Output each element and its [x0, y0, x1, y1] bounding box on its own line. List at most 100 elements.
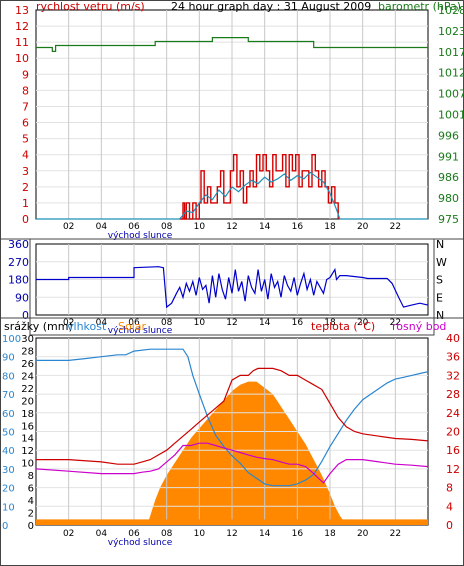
y-tick-label: 22 — [21, 384, 34, 395]
y-tick-label: 180 — [8, 274, 29, 287]
temperature-lines — [35, 348, 429, 487]
y-tick-label: 40 — [446, 332, 460, 345]
wind-direction-x-axis: 02 04 06 08 10 12 14 16 18 20 22 — [63, 318, 401, 328]
temperature-axis: 0 4 8 12 16 20 24 28 32 36 40 — [446, 332, 460, 532]
y-tick-label: 3 — [22, 165, 29, 178]
y-tick-label: 1007 — [438, 88, 464, 101]
wind-direction-panel-border — [29, 238, 435, 336]
y-tick-label: 80 — [2, 371, 15, 382]
series-line-smer-vetru — [36, 266, 429, 309]
x-tick-label: 20 — [357, 318, 369, 328]
legend-dewpoint: rosný bod — [392, 320, 446, 333]
y-tick-label: 20 — [2, 484, 15, 495]
x-tick-label: 04 — [96, 529, 108, 539]
barometer-axis: 975 980 986 991 996 1001 1007 1012 1017 1023 1028 — [438, 4, 464, 226]
series-line-teplota — [36, 367, 429, 465]
x-tick-label: 14 — [259, 529, 271, 539]
y-tick-label: 980 — [438, 192, 459, 205]
y-tick-label: 0 — [22, 213, 29, 226]
y-tick-label: 1028 — [438, 4, 464, 17]
y-tick-label: 90 — [2, 353, 15, 364]
y-tick-label: 16 — [446, 444, 460, 457]
y-tick-label: 7 — [22, 100, 29, 113]
y-tick-label: S — [436, 274, 443, 287]
series-line-rychlost-vetru — [179, 154, 339, 220]
series-bar-srazky — [36, 519, 428, 525]
x-tick-label: 18 — [324, 222, 336, 232]
y-tick-label: 360 — [8, 238, 29, 251]
x-tick-label: 08 — [161, 222, 173, 232]
x-tick-label: 12 — [226, 529, 237, 539]
y-tick-label: N — [436, 309, 444, 322]
y-tick-label: 986 — [438, 171, 459, 184]
y-tick-label: 6 — [28, 484, 34, 495]
legend-temperature: teplota (°C) — [311, 320, 375, 333]
y-tick-label: W — [436, 256, 447, 269]
x-tick-label: 22 — [390, 318, 401, 328]
y-tick-label: 70 — [2, 390, 15, 401]
legend-rain: srážky (mm) — [4, 320, 73, 333]
legend-solar: Solar — [118, 320, 147, 333]
y-tick-label: 975 — [438, 213, 459, 226]
y-tick-label: 5 — [22, 133, 29, 146]
y-tick-label: 270 — [8, 256, 29, 269]
y-tick-label: 40 — [2, 446, 15, 457]
y-tick-label: 18 — [21, 409, 34, 420]
x-tick-label: 22 — [390, 529, 401, 539]
y-tick-label: 11 — [15, 36, 29, 49]
x-tick-label: 10 — [194, 318, 206, 328]
series-line-vlhkost — [36, 348, 429, 487]
y-tick-label: 16 — [21, 421, 34, 432]
y-tick-label: 1001 — [438, 109, 464, 122]
y-tick-label: 2 — [22, 181, 29, 194]
y-tick-label: 2 — [28, 509, 34, 520]
x-tick-label: 10 — [194, 222, 206, 232]
chart-title: 24 hour graph day : 31 August 2009 — [171, 0, 371, 13]
y-tick-label: 1 — [22, 197, 29, 210]
wind-direction-grid — [36, 244, 428, 315]
x-tick-label: 02 — [63, 529, 74, 539]
x-tick-label: 20 — [357, 222, 369, 232]
series-line-rosný-bod — [35, 442, 429, 484]
y-tick-label: 26 — [21, 359, 34, 370]
y-tick-label: 14 — [21, 434, 34, 445]
x-tick-label: 14 — [259, 318, 271, 328]
wind-speed-axis-label: rychlost vetru (m/s) — [36, 0, 145, 13]
x-tick-label: 08 — [161, 318, 173, 328]
y-tick-label: 4 — [446, 500, 453, 513]
sunrise-label: východ slunce — [108, 326, 173, 336]
y-tick-label: 12 — [21, 446, 34, 457]
x-tick-label: 08 — [161, 529, 173, 539]
x-tick-label: 04 — [96, 222, 108, 232]
y-tick-label: 8 — [28, 471, 34, 482]
temperature-x-axis: 02 04 06 08 10 12 14 16 18 20 22 — [63, 529, 401, 539]
y-tick-label: 12 — [15, 20, 29, 33]
y-tick-label: 100 — [2, 334, 21, 345]
y-tick-label: 1012 — [438, 67, 464, 80]
sunrise-label: východ slunce — [108, 231, 173, 241]
temperature-panel-border — [0, 317, 464, 566]
x-tick-label: 06 — [128, 318, 140, 328]
direction-degree-axis: 0 90 180 270 360 — [8, 238, 29, 322]
series-line-prumer-vetru — [36, 171, 428, 220]
y-tick-label: 996 — [438, 129, 459, 142]
wind-pressure-x-axis: 02 04 06 08 10 12 14 16 18 20 22 — [63, 222, 401, 232]
y-tick-label: 24 — [21, 371, 34, 382]
y-tick-label: 8 — [446, 482, 453, 495]
y-tick-label: 13 — [15, 4, 29, 17]
wind-direction-series — [36, 266, 429, 309]
y-tick-label: 32 — [446, 369, 460, 382]
barometer-axis-label: barometr (hPa) — [378, 0, 461, 13]
wind-pressure-series — [36, 37, 428, 220]
x-tick-label: 16 — [292, 318, 304, 328]
y-tick-label: 30 — [21, 334, 34, 345]
y-tick-label: 4 — [22, 149, 29, 162]
y-tick-label: E — [436, 291, 443, 304]
y-tick-label: 6 — [22, 117, 29, 130]
